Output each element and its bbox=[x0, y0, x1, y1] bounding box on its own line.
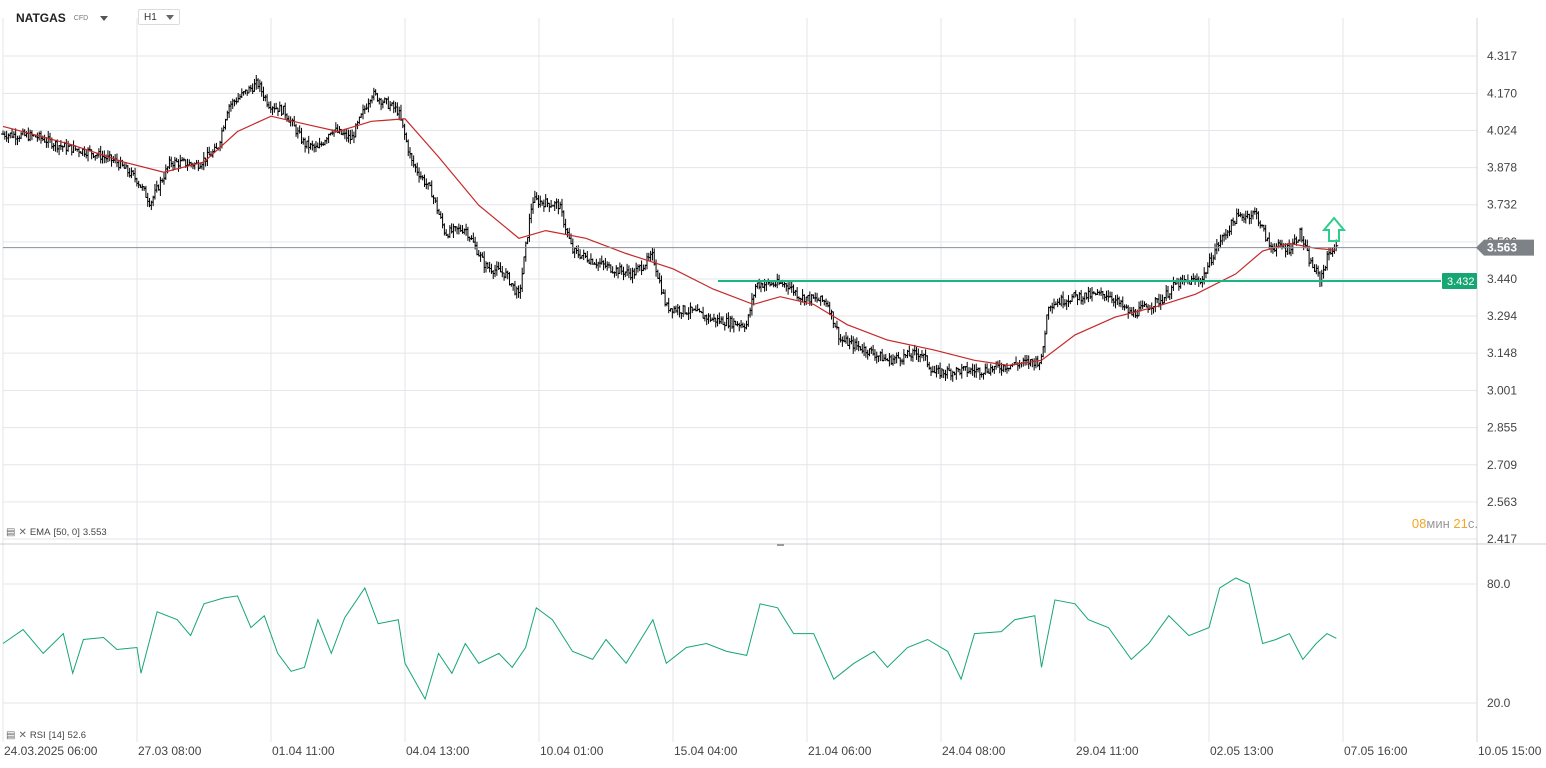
time-tick-label: 29.04 11:00 bbox=[1076, 744, 1139, 758]
countdown-sec-unit: с. bbox=[1467, 516, 1478, 531]
symbol-type: CFD bbox=[73, 14, 89, 22]
countdown-min-unit: мин bbox=[1426, 516, 1450, 531]
ema-line bbox=[2, 115, 1337, 367]
time-axis: 24.03.2025 06:00 27.03 08:00 01.04 11:00 04… bbox=[4, 744, 1542, 758]
time-tick-label: 07.05 16:00 bbox=[1344, 744, 1408, 758]
time-tick-label: 10.04 01:00 bbox=[540, 744, 604, 758]
time-tick-label: 04.04 13:00 bbox=[406, 744, 470, 758]
timeframe-dropdown[interactable]: H1 bbox=[138, 9, 180, 25]
rsi-params: [14] bbox=[48, 730, 65, 741]
rsi-line bbox=[2, 577, 1337, 701]
time-tick-label: 01.04 11:00 bbox=[272, 744, 335, 758]
time-tick-label: 02.05 13:00 bbox=[1210, 744, 1274, 758]
chart-overlays: 3.432 3.563 bbox=[2, 115, 1534, 367]
time-tick-label: 15.04 04:00 bbox=[674, 744, 738, 758]
support-price-tag bbox=[1442, 272, 1477, 289]
close-icon[interactable]: ✕ bbox=[18, 527, 27, 538]
countdown-minutes: 08 bbox=[1411, 516, 1427, 531]
support-price-label: 3.432 bbox=[1447, 276, 1475, 288]
price-tick-label: 3.878 bbox=[1487, 161, 1517, 175]
rsi-tick-label: 80.0 bbox=[1487, 577, 1511, 591]
chart-grid bbox=[0, 18, 1546, 742]
price-tick-label: 3.001 bbox=[1487, 384, 1517, 398]
settings-icon[interactable]: ▤ bbox=[6, 730, 16, 741]
time-tick-label: 10.05 15:00 bbox=[1478, 744, 1542, 758]
ema-legend[interactable]: ▤ ✕ EMA [50, 0] 3.553 bbox=[6, 527, 107, 538]
rsi-name: RSI bbox=[29, 730, 46, 741]
candle-countdown: 08мин 21с. bbox=[1412, 516, 1478, 531]
price-tick-label: 2.855 bbox=[1487, 421, 1517, 435]
price-tick-label: 2.709 bbox=[1487, 458, 1517, 472]
price-tick-label: 4.024 bbox=[1487, 123, 1517, 137]
candles-series bbox=[1, 74, 1339, 382]
time-tick-label: 21.04 06:00 bbox=[808, 744, 872, 758]
price-tick-label: 3.440 bbox=[1487, 272, 1517, 286]
price-tick-label: 4.317 bbox=[1487, 49, 1517, 63]
current-price-tag bbox=[1476, 239, 1534, 256]
ema-value: 3.553 bbox=[82, 527, 107, 538]
rsi-tick-label: 20.0 bbox=[1487, 696, 1511, 710]
price-tick-label: 3.148 bbox=[1487, 346, 1517, 360]
time-tick-label: 24.03.2025 06:00 bbox=[4, 744, 98, 758]
close-icon[interactable]: ✕ bbox=[18, 730, 27, 741]
countdown-seconds: 21 bbox=[1453, 516, 1468, 531]
price-tick-label: 2.417 bbox=[1487, 532, 1517, 546]
current-price-label: 3.563 bbox=[1487, 241, 1517, 255]
timeframe-value: H1 bbox=[144, 11, 157, 23]
price-tick-label: 4.170 bbox=[1487, 86, 1517, 100]
symbol-name: NATGAS bbox=[16, 11, 66, 25]
rsi-legend[interactable]: ▤ ✕ RSI [14] 52.6 bbox=[6, 730, 86, 741]
ema-params: [50, 0] bbox=[53, 527, 80, 538]
price-tick-label: 3.294 bbox=[1487, 309, 1517, 323]
price-tick-label: 2.563 bbox=[1487, 495, 1517, 509]
price-axis: 4.3174.1704.0243.8783.7323.5863.4403.294… bbox=[1487, 49, 1517, 546]
time-tick-label: 27.03 08:00 bbox=[138, 744, 202, 758]
ema-name: EMA bbox=[29, 527, 51, 538]
rsi-value: 52.6 bbox=[67, 730, 87, 741]
time-tick-label: 24.04 08:00 bbox=[942, 744, 1006, 758]
rsi-pane: 80.0 20.0 bbox=[2, 577, 1511, 710]
price-tick-label: 3.732 bbox=[1487, 198, 1517, 212]
up-arrow-icon bbox=[1321, 216, 1347, 242]
chevron-down-icon bbox=[166, 14, 174, 20]
chevron-down-icon bbox=[100, 15, 109, 21]
settings-icon[interactable]: ▤ bbox=[6, 527, 16, 538]
candle bbox=[223, 118, 228, 130]
symbol-selector[interactable]: NATGAS CFD bbox=[16, 8, 109, 28]
